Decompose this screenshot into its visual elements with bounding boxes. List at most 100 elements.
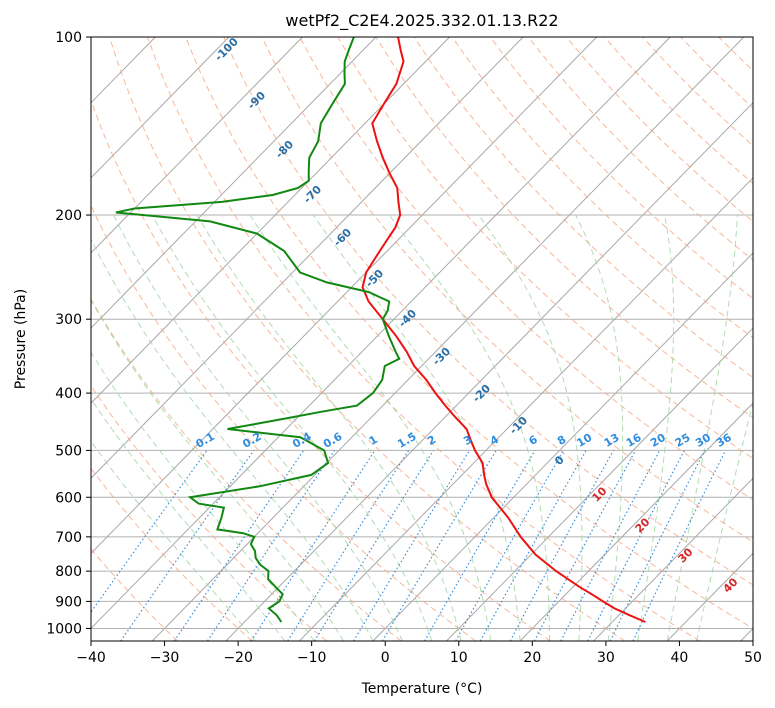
mixing-ratio-label: 8 [555, 433, 568, 448]
moist-adiabats [91, 214, 753, 641]
mixing-ratio-label: 10 [575, 431, 595, 450]
isotherm-line [372, 252, 753, 641]
y-axis-label: Pressure (hPa) [13, 289, 29, 389]
y-tick-label: 300 [55, 312, 82, 328]
dry-adiabat-line [185, 37, 753, 630]
isotherm-line [91, 37, 450, 404]
isotherm-line [519, 402, 753, 641]
isotherm-line [225, 101, 753, 641]
isotherm-line [91, 37, 671, 630]
mixing-ratio-label: 2 [425, 433, 438, 448]
dry-adiabat-line [91, 98, 551, 641]
moist-adiabat-line [91, 299, 344, 641]
x-axis-ticks: −40 −30 −20 −10 0 10 20 30 40 50 [76, 641, 762, 666]
x-axis-label: Temperature (°C) [361, 681, 483, 697]
dry-adiabat-line [109, 37, 626, 641]
x-tick-label: −40 [76, 650, 106, 666]
moist-adiabat-line [388, 214, 550, 641]
moist-adiabat-line [196, 214, 462, 641]
mixing-ratio-line [313, 450, 435, 641]
mixing-ratio-line [353, 450, 471, 641]
x-tick-label: 0 [381, 650, 390, 666]
dry-adiabat-line [91, 467, 253, 641]
mixing-ratio-lines [91, 450, 727, 641]
dry-adiabat-line [223, 37, 753, 586]
mixing-ratio-line [206, 450, 335, 641]
mixing-ratio-label: 13 [602, 431, 622, 450]
pressure-gridlines [91, 37, 753, 629]
isotherm-line [91, 37, 377, 329]
isotherm-line [91, 37, 598, 555]
mixing-ratio-line [509, 450, 614, 641]
moist-adiabat-line [575, 214, 624, 641]
dry-adiabat-line [91, 384, 327, 641]
dry-adiabat-line [451, 37, 753, 339]
mixing-ratio-label: 20 [648, 431, 668, 450]
mixing-ratio-line [381, 450, 497, 641]
y-tick-label: 600 [55, 490, 82, 506]
dry-adiabat-line [680, 37, 753, 109]
moist-adiabat-line [249, 214, 492, 641]
mixing-ratio-label: 0.4 [290, 430, 314, 451]
dry-adiabat-line [413, 37, 753, 379]
mixing-ratio-label: 4 [488, 433, 501, 448]
adiabat-label: -80 [273, 138, 296, 161]
x-tick-label: 30 [597, 650, 615, 666]
adiabat-label: -10 [507, 414, 530, 437]
adiabat-label: 40 [721, 575, 741, 595]
mixing-ratio-line [560, 450, 661, 641]
adiabat-label: -40 [396, 307, 419, 330]
y-axis-ticks: 1000 900 800 700 600 500 400 300 200 100 [46, 30, 91, 637]
y-tick-label: 200 [55, 208, 82, 224]
moist-adiabat-line [91, 237, 374, 641]
dry-adiabat-line [565, 37, 753, 223]
mixing-ratio-line [609, 450, 706, 641]
adiabat-label: -100 [212, 35, 241, 64]
moist-adiabat-line [91, 398, 286, 641]
dry-adiabat-line [337, 37, 753, 460]
mixing-ratio-line [120, 450, 255, 641]
mixing-ratio-line [287, 450, 410, 641]
mixing-ratio-line [424, 450, 536, 641]
y-tick-label: 1000 [46, 621, 82, 637]
y-tick-label: 400 [55, 386, 82, 402]
dry-adiabat-line [91, 204, 477, 641]
dry-adiabat-line [299, 37, 753, 501]
isotherm-line [740, 627, 753, 641]
dry-adiabats [91, 37, 775, 641]
overlay-labels: 0.1 0.2 0.4 0.6 1 1.5 2 3 4 6 8 10 13 16 20 25 30 36-100-… [194, 35, 741, 596]
adiabat-label: 10 [590, 484, 610, 504]
adiabat-label: 30 [676, 545, 696, 565]
dry-adiabat-line [757, 37, 775, 641]
y-tick-label: 800 [55, 564, 82, 580]
data-series [115, 37, 646, 623]
y-tick-label: 900 [55, 594, 82, 610]
isotherm-line [91, 37, 230, 179]
mixing-ratio-line [587, 450, 685, 641]
dry-adiabat-line [261, 37, 753, 543]
moist-adiabat-line [666, 214, 738, 641]
y-tick-label: 500 [55, 443, 82, 459]
mixing-ratio-line [455, 450, 565, 641]
moist-adiabat-line [113, 214, 403, 641]
y-tick-label: 100 [55, 30, 82, 46]
dewpoint-line [115, 37, 401, 623]
isotherm-line [299, 177, 753, 641]
dry-adiabat-line [718, 37, 753, 72]
isotherm-line [91, 37, 524, 479]
moist-adiabat-line [637, 214, 675, 641]
x-tick-label: −10 [297, 650, 327, 666]
plot-area: 0.1 0.2 0.4 0.6 1 1.5 2 3 4 6 8 10 13 16 20 25 30 36-100-… [91, 35, 775, 641]
moist-adiabat-line [91, 440, 256, 641]
mixing-ratio-label: 6 [527, 433, 540, 448]
x-tick-label: 10 [450, 650, 468, 666]
y-tick-label: 700 [55, 530, 82, 546]
mixing-ratio-label: 0.1 [194, 430, 217, 451]
isotherm-line [593, 477, 753, 641]
mixing-ratio-line [479, 450, 587, 641]
temperature-line [361, 37, 646, 623]
mixing-ratio-label: 1 [367, 433, 380, 448]
chart-title: wetPf2_C2E4.2025.332.01.13.R22 [285, 11, 558, 31]
mixing-ratio-line [533, 450, 637, 641]
